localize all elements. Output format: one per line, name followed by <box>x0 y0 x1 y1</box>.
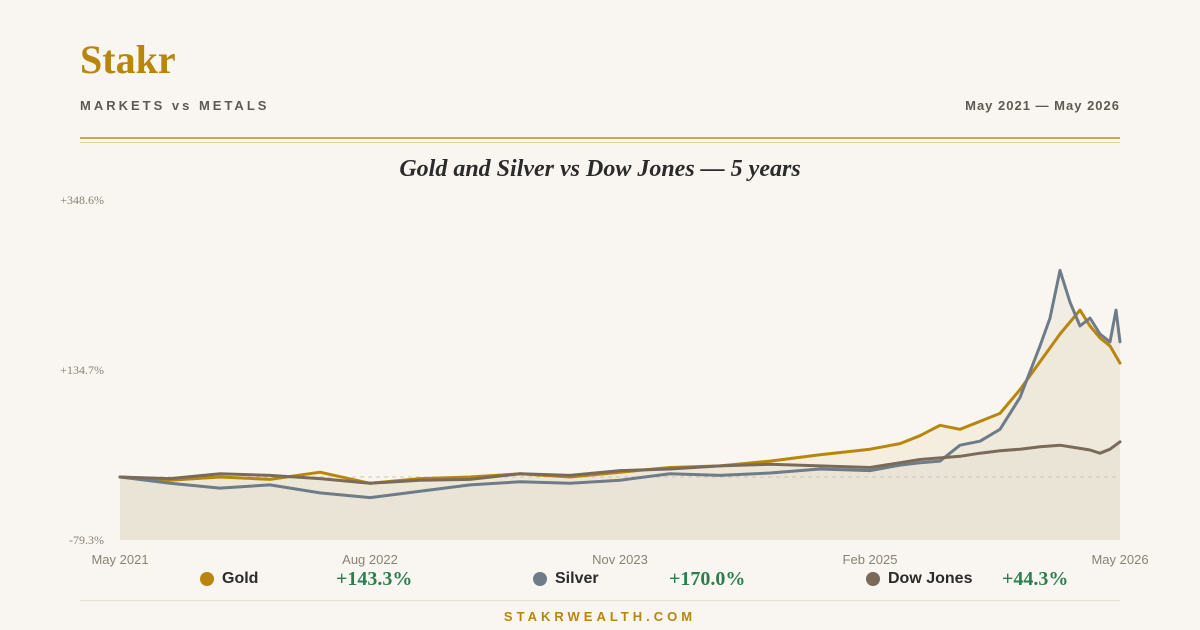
y-tick-label: +348.6% <box>60 193 104 207</box>
x-tick-label: Feb 2025 <box>843 552 898 567</box>
area-dow-jones <box>120 441 1120 540</box>
y-tick-label: +134.7% <box>60 363 104 377</box>
legend-item-silver: Silver <box>533 567 599 591</box>
silver-dot-icon <box>533 572 547 586</box>
y-tick-label: -79.3% <box>69 533 104 547</box>
page-subtitle: MARKETS vs METALS <box>80 98 270 113</box>
x-tick-label: Aug 2022 <box>342 552 398 567</box>
header-divider-thin <box>80 142 1120 143</box>
legend-value-gold: +143.3% <box>336 568 413 590</box>
gold-dot-icon <box>200 572 214 586</box>
legend-label-gold: Gold <box>222 570 259 587</box>
chart-title: Gold and Silver vs Dow Jones — 5 years <box>399 156 801 182</box>
date-range: May 2021 — May 2026 <box>965 98 1120 113</box>
dow-dot-icon <box>866 572 880 586</box>
x-tick-label: May 2021 <box>91 552 148 567</box>
legend-label-dow: Dow Jones <box>888 570 973 587</box>
legend-value-silver: +170.0% <box>669 568 746 590</box>
header-divider <box>80 137 1120 139</box>
series-line-dow-jones <box>118 440 1122 485</box>
brand-logo: Stakr <box>80 37 176 82</box>
footer-divider <box>80 600 1120 601</box>
legend-value-dow: +44.3% <box>1002 568 1069 590</box>
series-line-silver <box>118 268 1122 500</box>
area-silver <box>120 270 1120 540</box>
legend-label-silver: Silver <box>555 570 599 587</box>
x-tick-label: Nov 2023 <box>592 552 648 567</box>
area-gold <box>120 310 1120 540</box>
footer-url: STAKRWEALTH.COM <box>503 609 697 624</box>
x-tick-label: May 2026 <box>1091 552 1148 567</box>
legend-item-dow: Dow Jones <box>866 567 972 591</box>
legend-item-gold: Gold <box>200 567 258 591</box>
chart-legend: Gold +143.3% Silver +170.0% Dow Jones +4… <box>80 567 1120 591</box>
